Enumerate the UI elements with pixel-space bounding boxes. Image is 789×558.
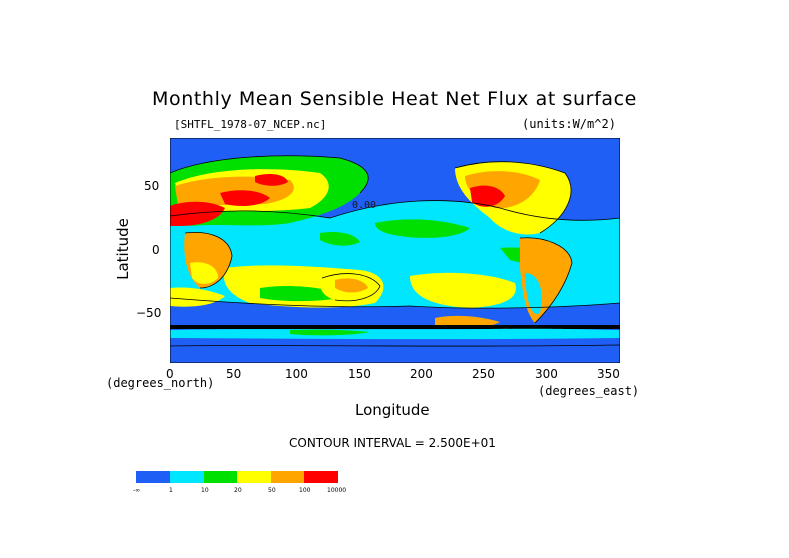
legend-label-20: 20: [234, 487, 242, 494]
units-label: (units:W/m^2): [522, 117, 616, 131]
legend-swatch-2: [170, 471, 204, 483]
legend-label-10000: 10000: [327, 487, 347, 494]
map-title: Monthly Mean Sensible Heat Net Flux at s…: [152, 88, 637, 110]
flux-map: 0.00: [170, 138, 620, 363]
legend-swatch-5: [271, 471, 304, 483]
x-axis-title: Longitude: [355, 401, 430, 419]
source-file-label: [SHTFL_1978-07_NCEP.nc]: [174, 118, 327, 131]
x-tick-200: 200: [410, 367, 433, 381]
legend-swatch-6: [304, 471, 338, 483]
x-tick-0: 0: [166, 367, 174, 381]
color-legend: [136, 471, 338, 483]
legend-label-10: 10: [201, 487, 209, 494]
y-tick-neg50: −50: [136, 306, 162, 320]
x-tick-350: 350: [597, 367, 620, 381]
y-axis-title: Latitude: [113, 218, 132, 280]
contour-interval: CONTOUR INTERVAL = 2.500E+01: [289, 436, 496, 450]
y-tick-0: 0: [152, 243, 160, 257]
legend-label-100: 100: [299, 487, 311, 494]
x-tick-100: 100: [285, 367, 308, 381]
legend-label-neg-inf: -∞: [133, 487, 141, 494]
y-tick-50: 50: [144, 179, 160, 193]
north-america-red: [470, 185, 505, 207]
legend-swatch-3: [204, 471, 237, 483]
inline-contour-label: 0.00: [352, 200, 376, 211]
x-tick-300: 300: [535, 367, 558, 381]
x-tick-250: 250: [472, 367, 495, 381]
y-axis-unit: (degrees_north): [106, 376, 215, 390]
green-patches: [375, 219, 470, 238]
south-pacific-yellow: [410, 272, 516, 308]
sahara-red: [170, 201, 225, 226]
x-axis-unit: (degrees_east): [538, 384, 640, 398]
legend-label-50: 50: [268, 487, 276, 494]
x-tick-150: 150: [348, 367, 371, 381]
antarctic-coast: [170, 325, 620, 329]
legend-swatch-1: [136, 471, 170, 483]
x-tick-50: 50: [226, 367, 242, 381]
contour-lines: [170, 155, 620, 347]
legend-label-1: 1: [169, 487, 173, 494]
legend-swatch-4: [237, 471, 271, 483]
